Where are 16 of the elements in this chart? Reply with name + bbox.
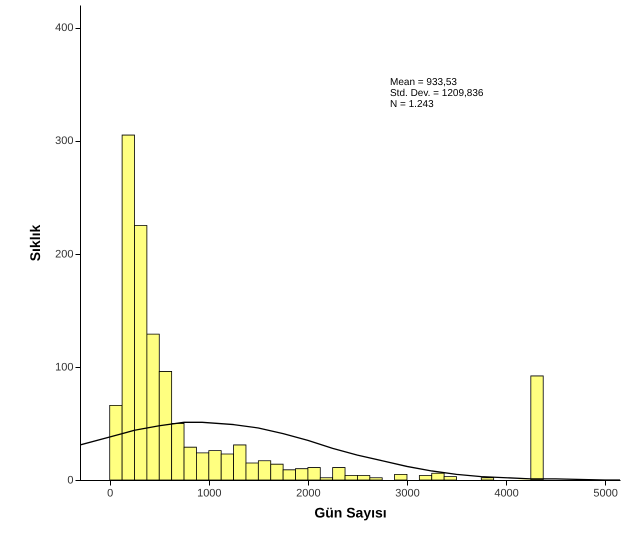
y-tick-label: 0 [67,474,74,486]
annotation: N = 1.243 [390,99,434,110]
x-tick-label: 4000 [494,488,519,500]
x-tick-label: 3000 [395,488,420,500]
x-tick-label: 1000 [197,488,222,500]
y-tick-label: 300 [55,135,74,148]
y-tick-label: 100 [55,361,74,374]
x-axis-title: Gün Sayısı [314,504,387,520]
y-tick-label: 400 [55,22,74,34]
y-tick-label: 200 [55,248,74,260]
y-axis-title: Sıklık [27,224,44,262]
x-tick-label: 2000 [296,488,321,500]
x-tick-label: 0 [107,488,114,500]
x-tick-label: 5000 [593,488,618,500]
annotation: Std. Dev. = 1209,836 [390,88,484,99]
annotation: Mean = 933,53 [390,77,458,88]
